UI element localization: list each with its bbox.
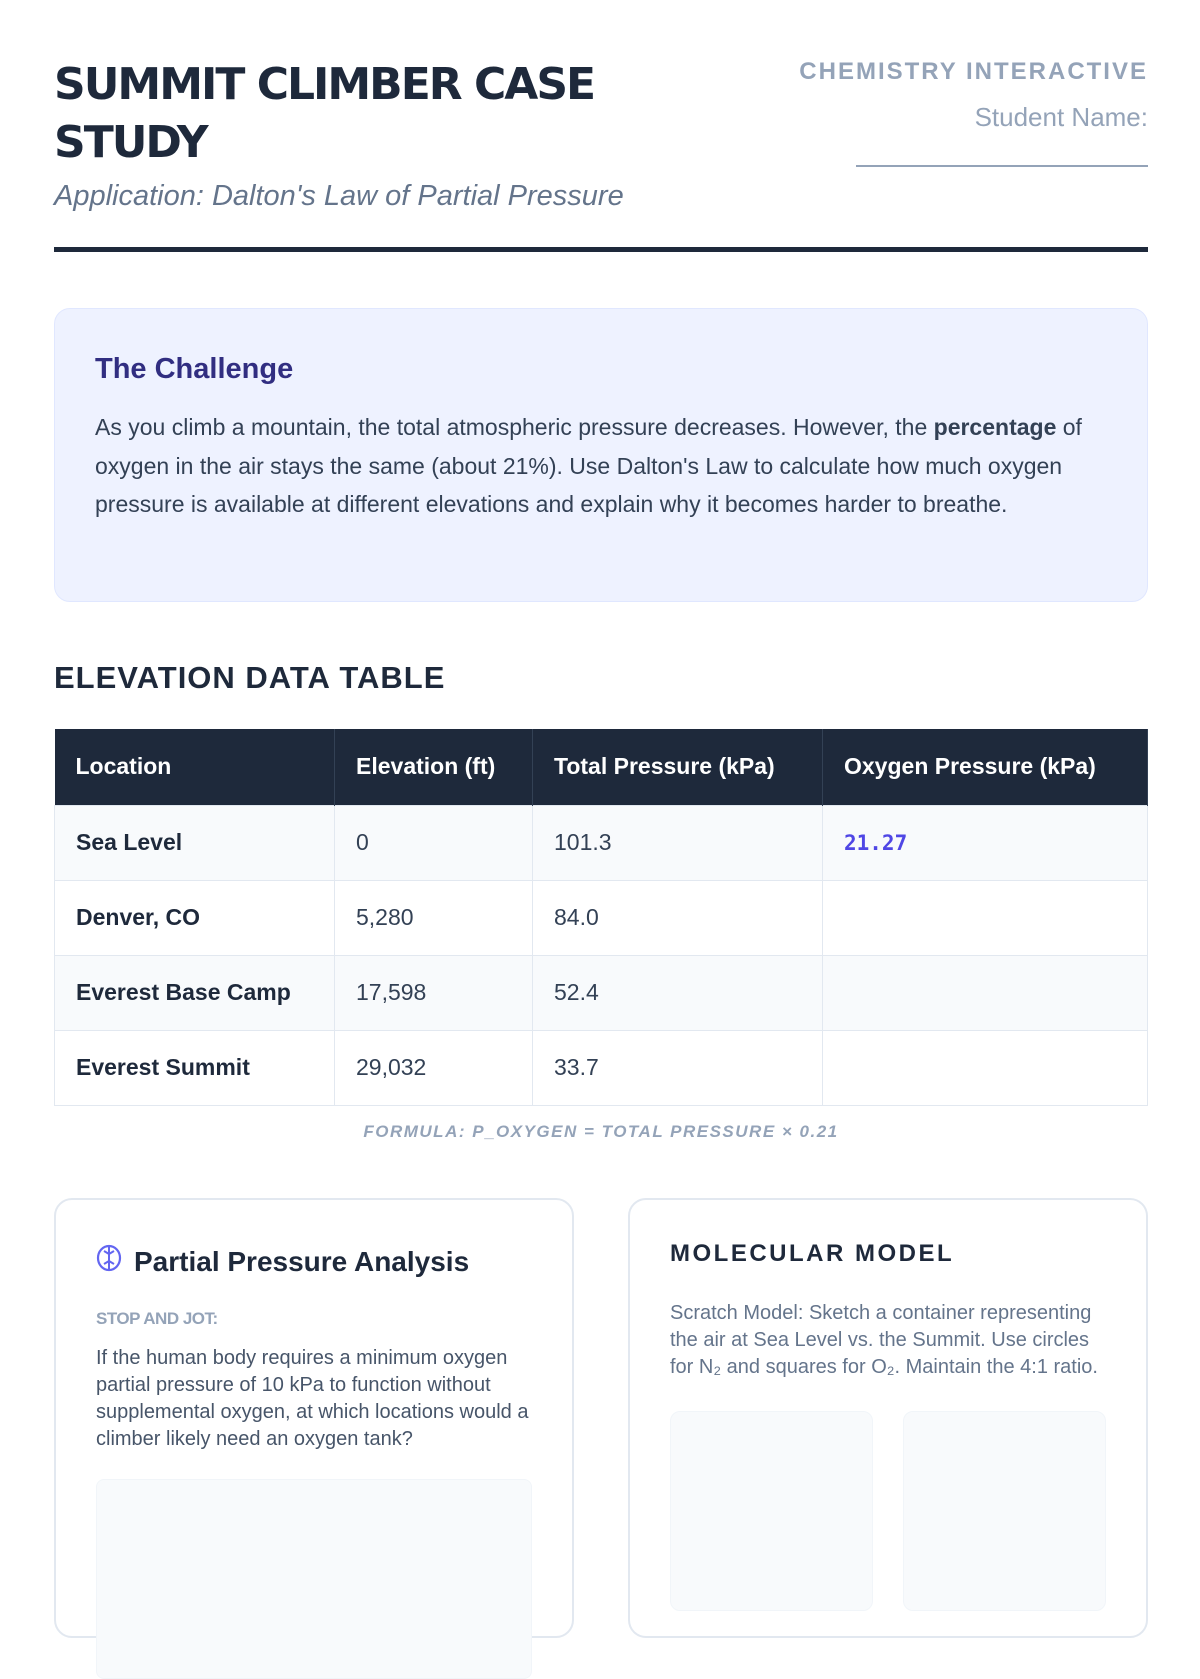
oxygen-pressure-cell[interactable]: 21.27	[822, 804, 1148, 881]
analysis-card: Partial Pressure Analysis STOP AND JOT: …	[54, 1198, 574, 1679]
answer-area[interactable]	[96, 1479, 532, 1679]
location-cell: Everest Base Camp	[54, 954, 335, 1031]
total-pressure-cell: 52.4	[532, 954, 823, 1031]
sea-level-sketch-area[interactable]	[670, 1411, 873, 1611]
student-name-field[interactable]	[856, 165, 1148, 167]
elevation-table: Location Elevation (ft) Total Pressure (…	[54, 729, 1148, 1106]
elevation-cell: 5,280	[334, 879, 533, 956]
location-cell: Denver, CO	[54, 879, 335, 956]
challenge-box: The Challenge As you climb a mountain, t…	[54, 308, 1148, 602]
column-header: Total Pressure (kPa)	[532, 729, 823, 805]
brain-icon	[96, 1244, 122, 1279]
elevation-cell: 0	[334, 804, 533, 881]
column-header: Location	[54, 729, 335, 805]
challenge-text-part: As you climb a mountain, the total atmos…	[95, 414, 934, 440]
challenge-text-part: of oxygen in the air stays the same (abo…	[95, 414, 1082, 517]
stop-and-jot-label: STOP AND JOT:	[96, 1309, 218, 1328]
formula-note: FORMULA: P_OXYGEN = TOTAL PRESSURE × 0.2…	[363, 1122, 839, 1141]
challenge-bold: percentage	[933, 414, 1057, 440]
table-heading: ELEVATION DATA TABLE	[54, 660, 446, 695]
column-header: Oxygen Pressure (kPa)	[822, 729, 1148, 805]
oxygen-pressure-cell[interactable]	[822, 879, 1148, 956]
challenge-heading: The Challenge	[95, 353, 294, 385]
summit-sketch-area[interactable]	[903, 1411, 1106, 1611]
challenge-text: As you climb a mountain, the total atmos…	[95, 408, 1107, 524]
molecular-model-card: MOLECULAR MODEL Scratch Model: Sketch a …	[628, 1198, 1148, 1638]
page-header: Summit Climber Case Study Application: D…	[54, 56, 1148, 252]
location-cell: Sea Level	[54, 804, 335, 881]
table-row: Everest Base Camp 17,598 52.4	[54, 954, 1148, 1031]
total-pressure-cell: 101.3	[532, 804, 823, 881]
model-instructions: Scratch Model: Sketch a container repres…	[670, 1302, 1098, 1378]
page-title: Summit Climber Case Study	[54, 59, 596, 168]
table-row: Denver, CO 5,280 84.0	[54, 879, 1148, 956]
analysis-heading: Partial Pressure Analysis	[134, 1245, 470, 1277]
model-heading: MOLECULAR MODEL	[670, 1240, 955, 1267]
table-row: Sea Level 0 101.3 21.27	[54, 804, 1148, 881]
column-header: Elevation (ft)	[334, 729, 533, 805]
elevation-cell: 17,598	[334, 954, 533, 1031]
oxygen-pressure-cell[interactable]	[822, 954, 1148, 1031]
total-pressure-cell: 33.7	[532, 1029, 823, 1106]
total-pressure-cell: 84.0	[532, 879, 823, 956]
page-subtitle: Application: Dalton's Law of Partial Pre…	[54, 180, 624, 212]
brand-label: CHEMISTRY INTERACTIVE	[799, 58, 1148, 85]
location-cell: Everest Summit	[54, 1029, 335, 1106]
oxygen-pressure-cell[interactable]	[822, 1029, 1148, 1106]
student-name-label: Student Name:	[974, 102, 1148, 132]
elevation-cell: 29,032	[334, 1029, 533, 1106]
analysis-question: If the human body requires a minimum oxy…	[96, 1347, 529, 1450]
table-row: Everest Summit 29,032 33.7	[54, 1029, 1148, 1106]
